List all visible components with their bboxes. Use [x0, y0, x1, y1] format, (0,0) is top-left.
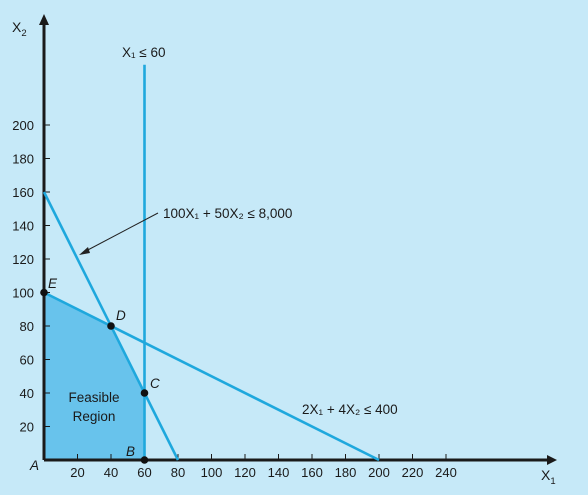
x-tick-label: 240: [435, 465, 457, 480]
x-axis-arrow-icon: [547, 455, 557, 465]
corner-point-b: [140, 456, 149, 464]
y-tick-label: 20: [20, 420, 34, 435]
y-tick-label: 160: [12, 185, 34, 200]
annotation-100x1-50x2: 100X₁ + 50X₂ ≤ 8,000: [163, 206, 292, 221]
x-tick-label: 220: [402, 465, 424, 480]
annotation-2x1-4x2: 2X₁ + 4X₂ ≤ 400: [302, 402, 398, 417]
x-tick-label: 80: [171, 465, 185, 480]
y-axis-title: X2: [12, 19, 27, 39]
feasible-region-label-line1: Feasible: [68, 390, 119, 405]
text-layer: 20 40 60 80 100 120 140 160 180 200 220 240 20 40 60 80…: [12, 19, 556, 487]
y-tick-label: 180: [12, 152, 34, 167]
annotation-leader-line: [83, 212, 159, 253]
y-tick-label: 200: [12, 118, 34, 133]
arrowhead-icon: [79, 247, 90, 255]
x-tick-label: 60: [137, 465, 151, 480]
feasible-region: [44, 292, 145, 460]
corner-point-e: [40, 288, 48, 297]
x-tick-label: 120: [234, 465, 256, 480]
x-tick-label: 180: [335, 465, 357, 480]
constraint-line-2x1-4x2: [43, 291, 380, 462]
corner-point-d: [107, 322, 115, 330]
y-tick-label: 120: [12, 252, 34, 267]
feasible-region-layer: [44, 292, 145, 460]
chart-svg: 20 40 60 80 100 120 140 160 180 200 220 240 20 40 60 80…: [12, 14, 557, 487]
x-tick-label: 40: [104, 465, 118, 480]
x-tick-label: 20: [70, 465, 84, 480]
x-tick-label: 100: [201, 465, 223, 480]
chart-frame: 20 40 60 80 100 120 140 160 180 200 220 240 20 40 60 80…: [12, 14, 557, 487]
y-tick-label: 100: [12, 286, 34, 301]
x-tick-label: 160: [301, 465, 323, 480]
axes-layer: [39, 14, 557, 465]
x-axis-title: X1: [541, 467, 556, 487]
y-tick-label: 40: [20, 386, 34, 401]
y-tick-label: 80: [20, 319, 34, 334]
feasible-region-label-line2: Region: [73, 409, 116, 424]
annotation-x1-le-60: X₁ ≤ 60: [122, 45, 166, 60]
y-axis-arrow-icon: [39, 14, 49, 25]
corner-label-c: C: [150, 376, 160, 391]
corner-label-e: E: [48, 276, 58, 291]
x-tick-label: 140: [268, 465, 290, 480]
corner-label-d: D: [116, 308, 126, 323]
y-tick-label: 140: [12, 219, 34, 234]
y-tick-label: 60: [20, 353, 34, 368]
corner-label-b: B: [126, 444, 135, 459]
corner-point-c: [140, 389, 149, 397]
corner-label-a: A: [29, 458, 39, 473]
x-tick-label: 200: [368, 465, 390, 480]
